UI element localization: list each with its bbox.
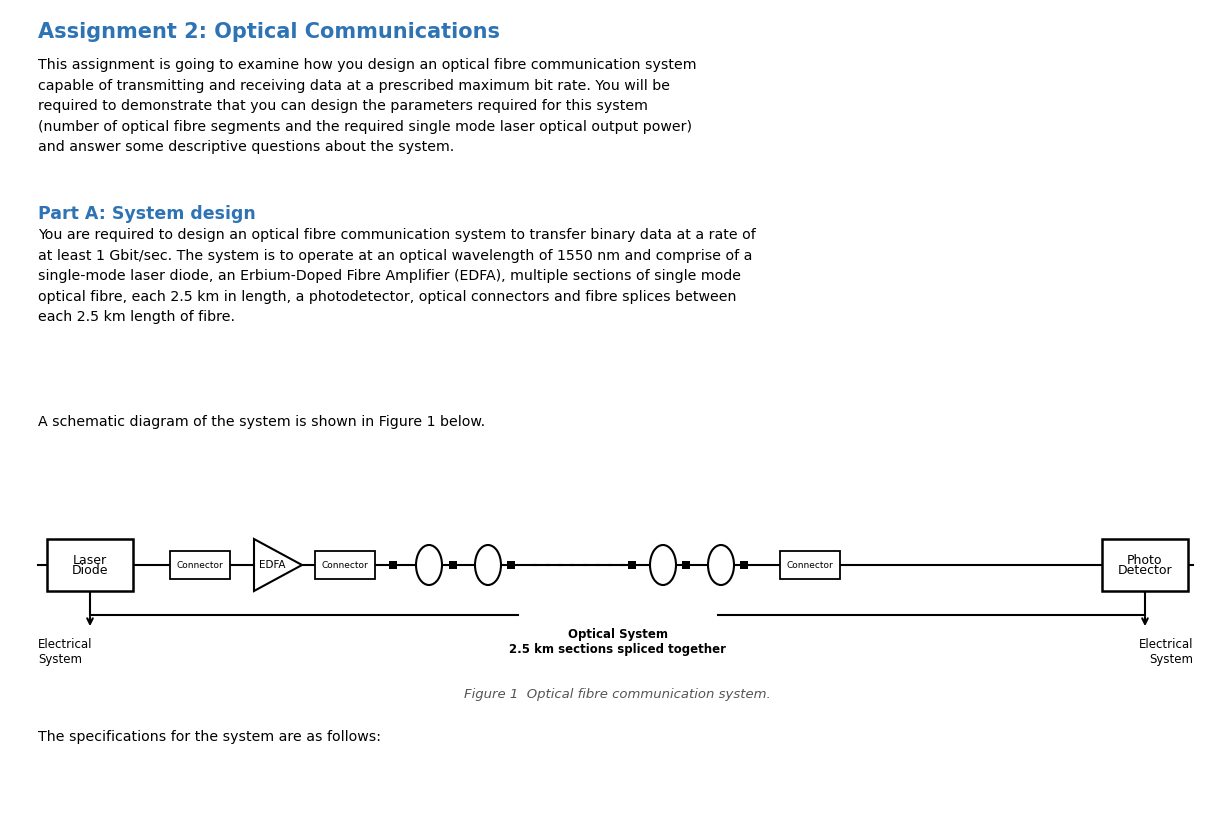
- Polygon shape: [254, 539, 302, 591]
- Bar: [449, 561, 457, 569]
- Ellipse shape: [475, 545, 501, 585]
- Text: 2.5 km sections spliced together: 2.5 km sections spliced together: [508, 643, 726, 656]
- Ellipse shape: [416, 545, 442, 585]
- Bar: [682, 561, 691, 569]
- Bar: [170, 551, 230, 579]
- Text: You are required to design an optical fibre communication system to transfer bin: You are required to design an optical fi…: [38, 228, 756, 324]
- Text: Laser: Laser: [73, 554, 107, 567]
- Text: Figure 1  Optical fibre communication system.: Figure 1 Optical fibre communication sys…: [464, 688, 771, 701]
- Text: Electrical: Electrical: [38, 638, 92, 651]
- Text: Part A: System design: Part A: System design: [38, 205, 256, 223]
- Text: Detector: Detector: [1118, 564, 1172, 577]
- Text: The specifications for the system are as follows:: The specifications for the system are as…: [38, 730, 382, 744]
- Text: Assignment 2: Optical Communications: Assignment 2: Optical Communications: [38, 22, 500, 42]
- Text: System: System: [1149, 653, 1193, 666]
- Bar: [780, 551, 840, 579]
- Text: Photo: Photo: [1128, 554, 1163, 567]
- Bar: [507, 561, 515, 569]
- Text: A schematic diagram of the system is shown in Figure 1 below.: A schematic diagram of the system is sho…: [38, 415, 485, 429]
- Bar: [47, 539, 133, 591]
- Bar: [315, 551, 375, 579]
- Bar: [740, 561, 748, 569]
- Text: Electrical: Electrical: [1139, 638, 1193, 651]
- Text: Connector: Connector: [321, 560, 368, 569]
- Text: Connector: Connector: [176, 560, 223, 569]
- Text: This assignment is going to examine how you design an optical fibre communicatio: This assignment is going to examine how …: [38, 58, 697, 154]
- Text: Diode: Diode: [71, 564, 108, 577]
- Bar: [628, 561, 636, 569]
- Bar: [1102, 539, 1188, 591]
- Ellipse shape: [650, 545, 676, 585]
- Text: System: System: [38, 653, 82, 666]
- Text: Optical System: Optical System: [567, 628, 667, 641]
- Text: EDFA: EDFA: [259, 560, 286, 570]
- Text: Connector: Connector: [787, 560, 833, 569]
- Bar: [389, 561, 398, 569]
- Ellipse shape: [708, 545, 734, 585]
